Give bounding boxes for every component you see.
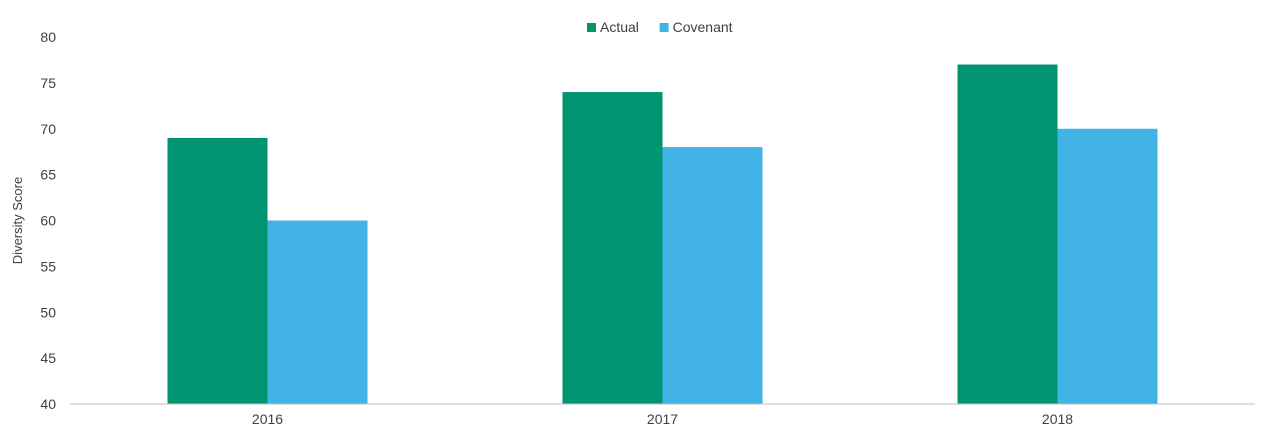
y-tick-label: 80 [40, 29, 56, 45]
y-tick-label: 60 [40, 213, 56, 229]
bar-actual-2016 [167, 137, 268, 405]
y-axis-label: Diversity Score [10, 177, 25, 264]
legend-label-actual: Actual [600, 19, 639, 35]
y-tick-label: 55 [40, 258, 56, 274]
y-tick-label: 65 [40, 167, 56, 183]
y-tick-label: 50 [40, 304, 56, 320]
y-tick-label: 45 [40, 350, 56, 366]
y-axis-ticks: 40 45 50 55 60 65 70 75 80 [40, 29, 56, 412]
bar-covenant-2017 [662, 147, 763, 404]
legend-swatch-actual [587, 23, 596, 32]
x-tick-label: 2016 [252, 411, 283, 427]
legend-label-covenant: Covenant [673, 19, 733, 35]
y-tick-label: 75 [40, 75, 56, 91]
x-tick-label: 2018 [1042, 411, 1073, 427]
x-axis-ticks: 2016 2017 2018 [252, 411, 1073, 427]
x-tick-label: 2017 [647, 411, 678, 427]
bar-covenant-2018 [1057, 128, 1158, 404]
y-tick-label: 70 [40, 121, 56, 137]
bar-actual-2017 [562, 92, 663, 405]
bar-actual-2018 [957, 64, 1058, 405]
legend-swatch-covenant [659, 23, 669, 32]
bar-covenant-2016 [267, 220, 368, 404]
legend: Actual Covenant [587, 19, 733, 35]
bars [167, 64, 1158, 405]
y-tick-label: 40 [40, 396, 56, 412]
